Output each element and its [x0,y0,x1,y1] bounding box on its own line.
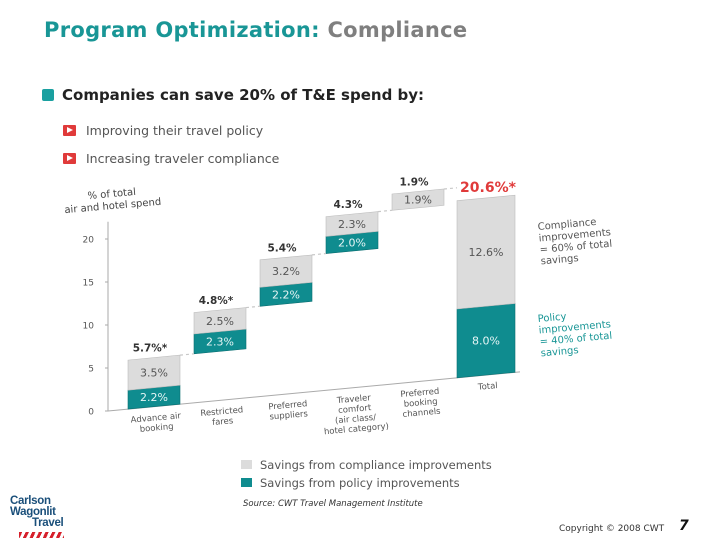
connector-line [377,209,393,213]
bar-label-compliance: 1.9% [404,194,432,207]
bar-total-label: 5.4% [267,242,297,254]
bar-compliance [456,194,516,310]
x-tick-label: Preferredsuppliers [268,399,309,422]
bar-total-label: 5.7%* [133,343,168,355]
bar-total-label: 4.3% [333,199,363,211]
x-tick-label: Preferredbookingchannels [400,387,442,420]
legend-item-policy: Savings from policy improvements [241,476,460,490]
x-tick-label: Advance airbooking [130,411,182,435]
y-tick-label: 10 [83,322,95,332]
x-tick-label: Travelercomfort(air class/hotel category… [321,392,389,438]
bar-total-label: 1.9% [399,176,429,188]
y-tick-label: 15 [83,279,94,289]
title-highlight: Compliance [327,18,468,42]
bar-compliance [259,254,313,288]
headline-text: Companies can save 20% of T&E spend by: [62,86,425,104]
bar-label-compliance: 2.5% [206,315,234,328]
bar-total-label: 4.8%* [199,295,234,307]
y-axis-label: % of totalair and hotel spend [63,185,162,216]
source-note: Source: CWT Travel Management Institute [243,499,423,509]
bar-label-policy: 2.2% [140,391,168,404]
bullet-text: Increasing traveler compliance [86,151,280,166]
connector-line [245,305,261,309]
bullet-item: Improving their travel policy [63,123,263,138]
copyright-text: Copyright © 2008 CWT [559,524,665,534]
bar-label-policy: 2.3% [206,335,234,348]
bar-label-policy: 2.2% [272,288,300,301]
title-prefix: Program Optimization: [44,18,320,42]
x-tick-label: Restrictedfares [200,405,245,429]
x-tick-label: Total [477,381,499,393]
legend-label: Savings from policy improvements [260,476,460,490]
y-tick-label: 5 [88,365,94,375]
legend-swatch-policy [241,478,252,487]
square-bullet-icon [42,89,54,101]
connector-line [443,187,458,190]
legend-label: Savings from compliance improvements [260,458,492,472]
connector-line [311,252,327,256]
connector-line [179,353,195,356]
legend-swatch-compliance [241,460,252,469]
legend-item-compliance: Savings from compliance improvements [241,458,492,472]
bullet-text: Improving their travel policy [86,123,264,138]
bar-label-compliance: 2.3% [338,218,366,231]
bar-label-policy: 8.0% [472,335,500,348]
page-number: 7 [679,518,689,534]
bar-compliance [193,307,247,335]
headline: Companies can save 20% of T&E spend by: [42,86,424,104]
bullet-item: Increasing traveler compliance [63,151,279,166]
y-tick-label: 0 [88,408,94,418]
annotation-compliance: Complianceimprovements= 60% of totalsavi… [537,216,613,268]
annotation-policy: Policyimprovements= 40% of totalsavings [537,308,613,360]
bar-label-compliance: 12.6% [469,246,504,259]
y-tick-label: 20 [83,236,95,246]
bar-label-policy: 2.0% [338,236,366,249]
bar-label-compliance: 3.2% [272,265,300,278]
bar-label-compliance: 3.5% [140,367,168,380]
bar-total-label: 20.6%* [460,180,517,196]
slide-title: Program Optimization: Compliance [44,18,467,42]
play-arrow-icon [63,153,76,164]
cwt-logo: Carlson Wagonlit Travel [10,495,64,538]
play-arrow-icon [63,125,76,136]
